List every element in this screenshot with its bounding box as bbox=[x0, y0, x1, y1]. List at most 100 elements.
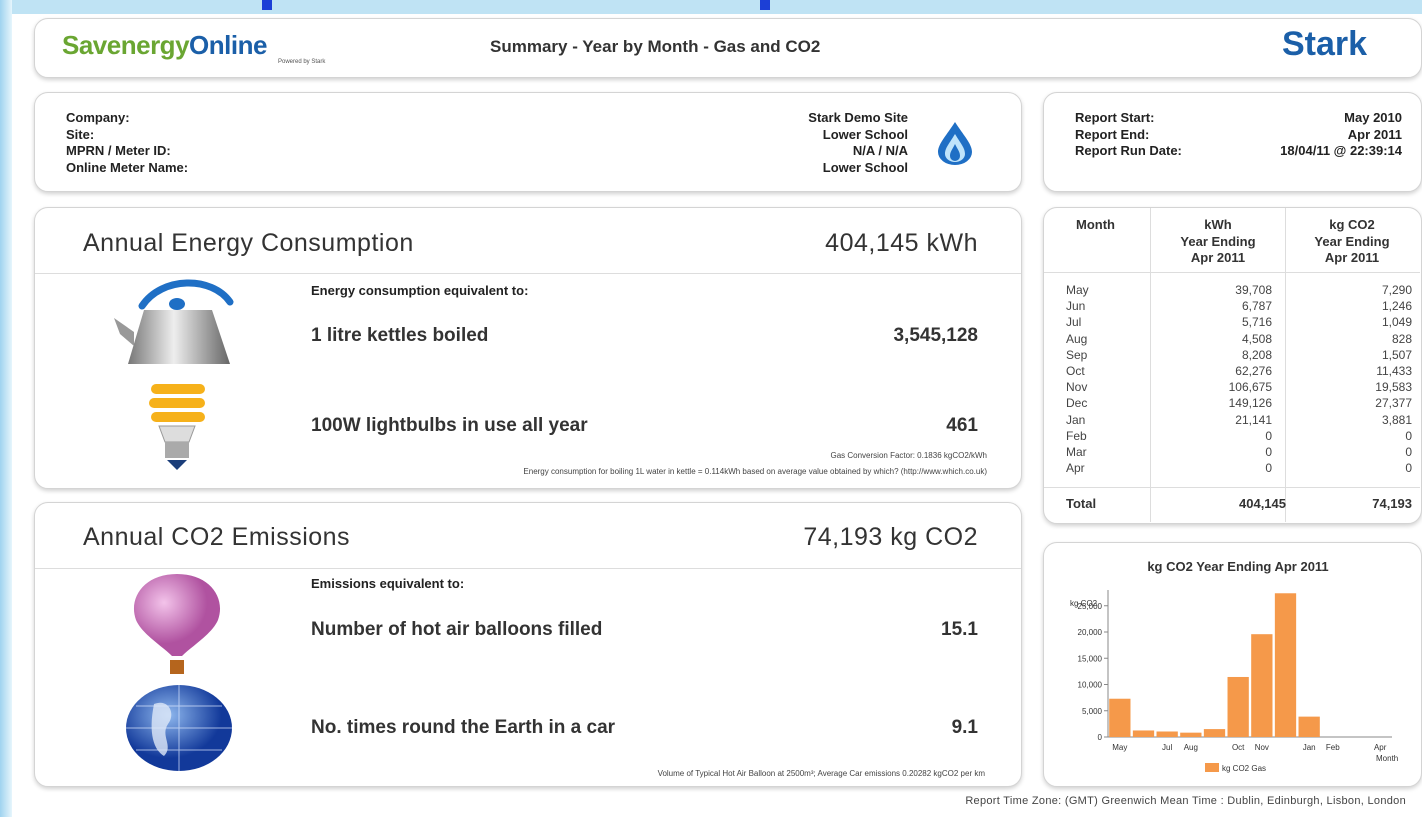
co2-cell: 0 bbox=[1405, 461, 1412, 476]
item-value: 9.1 bbox=[951, 717, 978, 738]
info-label: Online Meter Name: bbox=[66, 159, 189, 175]
divider bbox=[35, 273, 1021, 274]
site-panel bbox=[34, 92, 1022, 192]
divider bbox=[35, 568, 1021, 569]
chart-panel bbox=[1043, 542, 1422, 787]
info-label: Report Run Date: bbox=[1075, 143, 1182, 158]
info-label: Report Start: bbox=[1075, 110, 1155, 125]
co2-cell: 1,246 bbox=[1381, 299, 1412, 314]
month-cell: Dec bbox=[1066, 396, 1088, 411]
month-cell: Aug bbox=[1066, 331, 1088, 346]
logo-tagline: Powered by Stark bbox=[278, 59, 326, 65]
y-axis-label: kg CO2 bbox=[1070, 599, 1098, 608]
footnote: Volume of Typical Hot Air Balloon at 250… bbox=[657, 769, 985, 778]
balloon-icon bbox=[133, 574, 221, 674]
month-cell: Sep bbox=[1066, 347, 1088, 362]
info-value: Stark Demo Site bbox=[808, 110, 908, 125]
kwh-cell: 62,276 bbox=[1235, 364, 1272, 378]
info-label: Company: bbox=[66, 110, 130, 125]
kwh-cell: 106,675 bbox=[1228, 380, 1272, 395]
co2-cell: 27,377 bbox=[1375, 396, 1412, 411]
y-tick-label: 15,000 bbox=[1078, 654, 1103, 663]
x-tick-label: Oct bbox=[1232, 743, 1245, 752]
co2-cell: 7,290 bbox=[1381, 283, 1412, 297]
section-intro: Emissions equivalent to: bbox=[311, 576, 465, 591]
y-tick-label: 10,000 bbox=[1078, 681, 1103, 690]
section-intro: Energy consumption equivalent to: bbox=[311, 283, 529, 298]
logo-part: Online bbox=[189, 30, 267, 60]
co2-cell: 3,881 bbox=[1381, 412, 1412, 427]
kwh-cell: 0 bbox=[1265, 445, 1272, 459]
x-tick-label: Apr bbox=[1374, 743, 1387, 752]
table-panel bbox=[1043, 207, 1422, 524]
section-total: 74,193 kg CO2 bbox=[803, 523, 978, 551]
total-kwh: 404,145 bbox=[1239, 496, 1286, 511]
left-band bbox=[0, 0, 12, 817]
x-tick-label: Jul bbox=[1162, 743, 1172, 752]
marker bbox=[760, 0, 770, 10]
x-axis-label: Month bbox=[1376, 754, 1398, 763]
y-tick-label: 0 bbox=[1098, 733, 1103, 742]
column-header: Year Ending bbox=[1180, 233, 1256, 249]
x-tick-label: May bbox=[1112, 743, 1127, 752]
bulb-icon bbox=[149, 384, 205, 470]
kettle-icon bbox=[114, 279, 234, 364]
top-band bbox=[0, 0, 1422, 14]
month-cell: Mar bbox=[1066, 445, 1087, 459]
column-header: Apr 2011 bbox=[1190, 250, 1246, 265]
item-label: No. times round the Earth in a car bbox=[311, 717, 616, 738]
co2-cell: 11,433 bbox=[1376, 364, 1412, 378]
gas-icon bbox=[938, 122, 972, 165]
legend-swatch bbox=[1205, 763, 1219, 772]
kwh-cell: 21,141 bbox=[1235, 412, 1272, 427]
section-total: 404,145 kWh bbox=[825, 229, 978, 257]
legend-label: kg CO2 Gas bbox=[1222, 764, 1266, 773]
logo-part: Savenergy bbox=[62, 30, 190, 60]
kwh-cell: 4,508 bbox=[1241, 331, 1272, 346]
item-label: 100W lightbulbs in use all year bbox=[311, 415, 588, 436]
co2-cell: 1,507 bbox=[1381, 347, 1412, 362]
bar bbox=[1132, 730, 1155, 737]
x-tick-label: Feb bbox=[1326, 743, 1340, 752]
month-cell: Apr bbox=[1066, 461, 1085, 476]
bar bbox=[1227, 676, 1249, 737]
bar bbox=[1274, 593, 1297, 737]
column-divider bbox=[1150, 208, 1151, 522]
info-label: MPRN / Meter ID: bbox=[66, 143, 171, 158]
info-value: May 2010 bbox=[1344, 110, 1402, 125]
kwh-cell: 6,787 bbox=[1241, 299, 1272, 314]
column-header: Year Ending bbox=[1314, 233, 1390, 249]
x-tick-label: Nov bbox=[1255, 743, 1269, 752]
info-value: Lower School bbox=[822, 159, 908, 175]
brand: Stark bbox=[1282, 25, 1368, 63]
y-tick-label: 5,000 bbox=[1082, 707, 1103, 716]
month-cell: May bbox=[1066, 283, 1089, 297]
bar bbox=[1251, 634, 1273, 737]
column-header: kg CO2 bbox=[1329, 217, 1375, 232]
info-label: Site: bbox=[66, 126, 95, 142]
column-header: kWh bbox=[1204, 217, 1232, 232]
co2-cell: 0 bbox=[1405, 445, 1412, 459]
x-tick-label: Aug bbox=[1184, 743, 1198, 752]
y-tick-label: 25,000 bbox=[1078, 602, 1103, 611]
footnote: Energy consumption for boiling 1L water … bbox=[523, 467, 987, 476]
bar bbox=[1298, 716, 1320, 737]
kwh-cell: 0 bbox=[1265, 428, 1272, 443]
header-panel bbox=[34, 18, 1422, 78]
kwh-cell: 8,208 bbox=[1241, 347, 1272, 362]
info-value: Lower School bbox=[822, 126, 908, 142]
row-divider bbox=[1044, 487, 1420, 488]
section-heading: Annual CO2 Emissions bbox=[83, 523, 351, 551]
month-cell: Jun bbox=[1066, 299, 1086, 314]
item-label: 1 litre kettles boiled bbox=[311, 325, 489, 346]
footer: Report Time Zone: (GMT) Greenwich Mean T… bbox=[965, 795, 1406, 807]
co2-cell: 19,583 bbox=[1375, 380, 1412, 395]
month-cell: Oct bbox=[1066, 364, 1085, 378]
column-header: Apr 2011 bbox=[1324, 250, 1380, 265]
info-value: 18/04/11 @ 22:39:14 bbox=[1280, 143, 1402, 158]
chart-title: kg CO2 Year Ending Apr 2011 bbox=[1147, 559, 1328, 574]
bar bbox=[1180, 732, 1202, 737]
month-cell: Nov bbox=[1066, 380, 1088, 395]
